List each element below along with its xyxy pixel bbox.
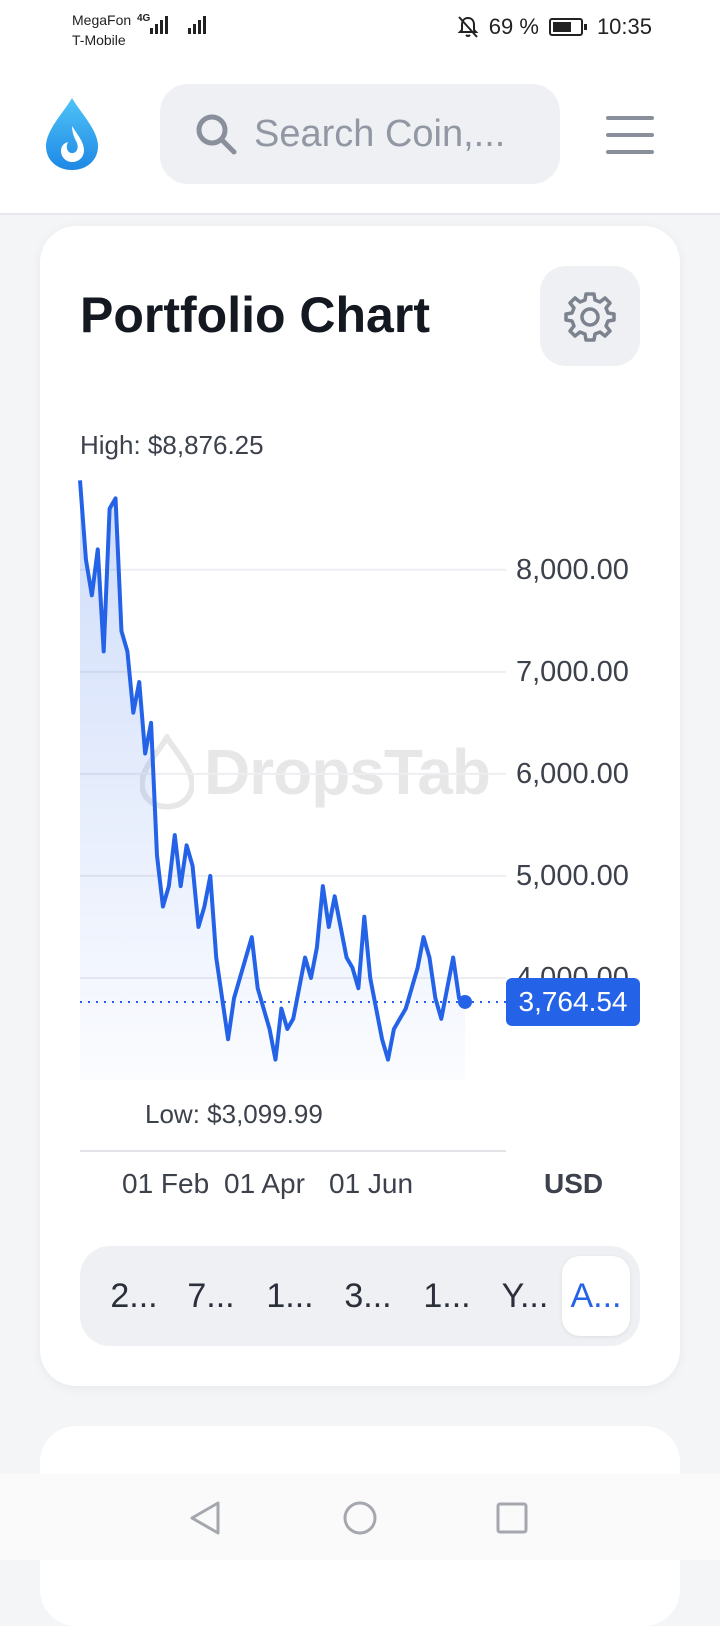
app-header: Search Coin,... [0,58,720,215]
battery-icon [548,18,587,36]
current-value-point [458,994,472,1009]
x-tick-label: 01 Jun [329,1168,414,1199]
y-tick-label: 7,000.00 [516,655,629,688]
range-tab[interactable]: 1... [266,1276,314,1315]
battery-percent: 69 % [488,14,539,39]
y-tick-label: 8,000.00 [516,553,629,586]
watermark: DropsTab [140,734,491,810]
carrier-names: MegaFon T-Mobile [72,10,131,50]
navigation-bar [0,1474,720,1560]
carrier-1: MegaFon [72,12,132,28]
back-icon[interactable] [188,1500,224,1536]
carrier-2: T-Mobile [72,32,126,48]
high-label: High: $8,876.25 [80,430,264,460]
range-tab[interactable]: 7... [187,1276,235,1315]
search-icon [196,114,237,155]
y-tick-label: 5,000.00 [516,859,629,892]
status-right: 69 % 10:35 [457,14,652,40]
drop-logo-icon[interactable] [44,96,100,172]
signal-icon [150,16,170,34]
range-tab[interactable]: 1... [423,1276,471,1315]
search-input[interactable]: Search Coin,... [254,112,506,155]
settings-button[interactable] [540,266,640,366]
y-tick-label: 6,000.00 [516,757,629,790]
range-tab[interactable]: 2... [110,1276,158,1315]
currency-label[interactable]: USD [544,1168,604,1199]
recents-icon[interactable] [494,1500,530,1536]
chart-plot [78,480,506,1152]
range-tab[interactable]: Y... [501,1276,549,1315]
time-range-selector: 2... 7... 1... 3... 1... Y... A... [80,1246,640,1346]
series-area [80,480,465,1080]
series-line [78,480,467,1062]
gear-icon [564,292,616,342]
current-value-badge: 3,764.54 [506,977,640,1026]
hamburger-menu-icon[interactable] [606,116,654,154]
range-tab[interactable]: A... [562,1256,630,1336]
card-title: Portfolio Chart [80,287,430,343]
portfolio-card: Portfolio Chart High: $8,876.25 DropsTab… [40,226,680,1386]
clock: 10:35 [596,14,652,39]
range-tab[interactable]: 3... [344,1276,392,1315]
low-label: Low: $3,099.99 [145,1099,323,1129]
muted-bell-icon [457,16,479,38]
signal-icon [188,16,208,34]
status-bar: MegaFon T-Mobile 4G 69 % 10:35 [0,0,720,58]
portfolio-chart[interactable]: High: $8,876.25 DropsTab 8,000.00 7,000.0… [40,416,680,1216]
x-tick-label: 01 Apr [224,1168,305,1199]
search-bar[interactable]: Search Coin,... [160,84,560,184]
watermark-text: DropsTab [204,736,491,808]
x-tick-label: 01 Feb [122,1168,210,1199]
home-icon[interactable] [342,1500,378,1536]
network-type-label: 4G [137,13,151,24]
